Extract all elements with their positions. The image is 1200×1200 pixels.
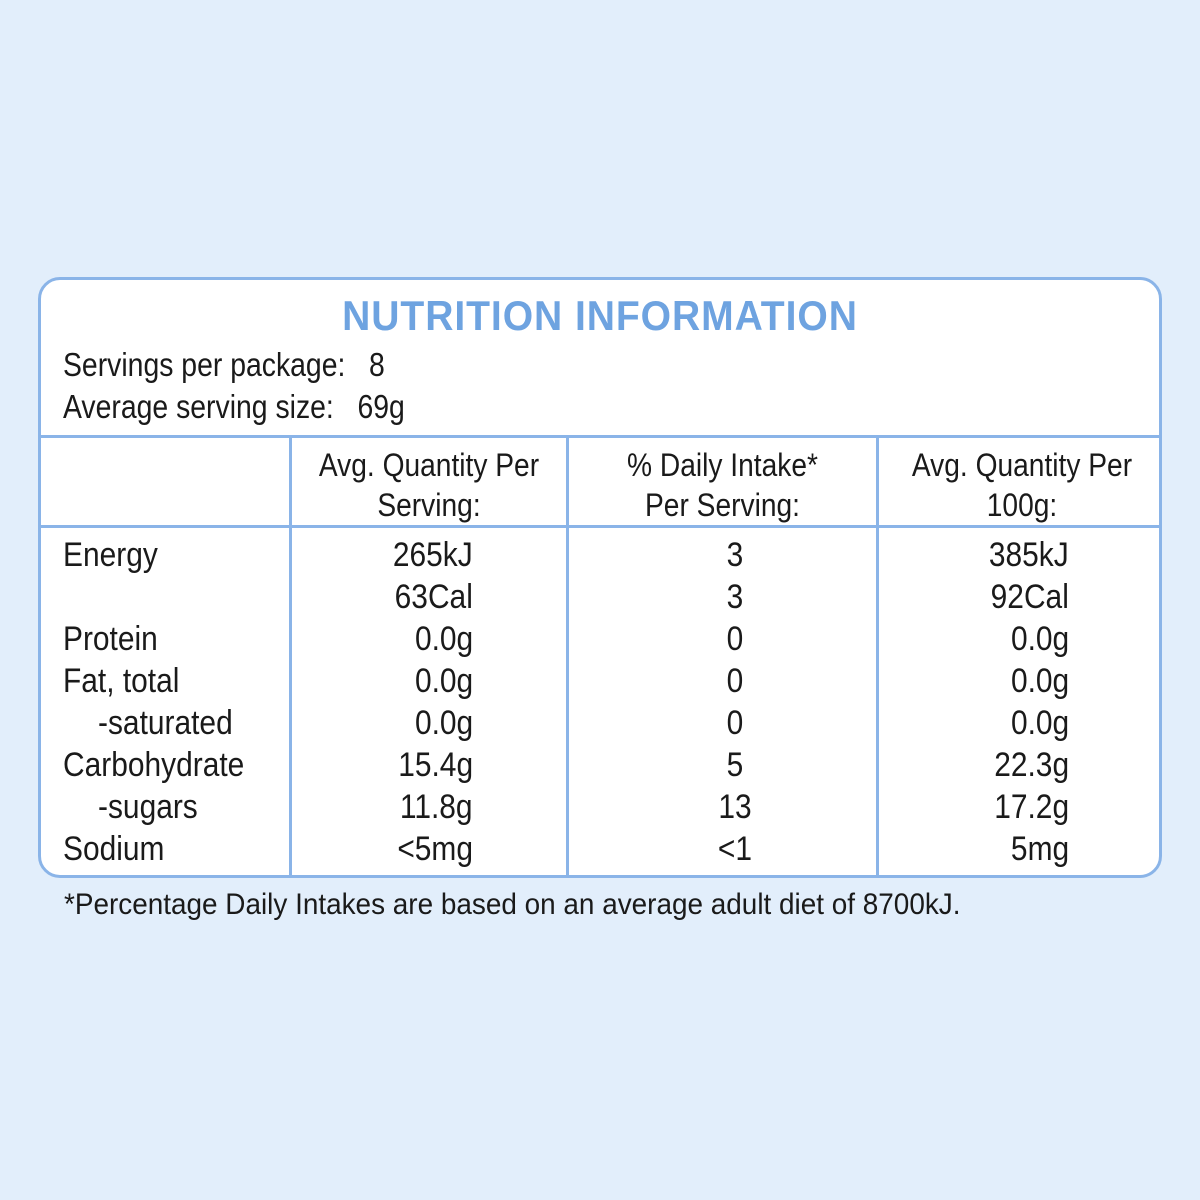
column-divider	[566, 435, 569, 875]
daily-intake-value: 3	[726, 578, 744, 616]
column-divider	[289, 435, 292, 875]
daily-intake-value: 0	[726, 704, 744, 742]
nutrient-label: Protein	[63, 620, 158, 658]
table-row: -sugars 11.8g 13 17.2g	[41, 786, 1159, 828]
header-daily-intake: % Daily Intake* Per Serving:	[587, 445, 857, 525]
daily-intake-value: 0	[726, 620, 744, 658]
per-100g-value: 0.0g	[1010, 662, 1069, 700]
nutrient-label: Carbohydrate	[63, 746, 245, 784]
table-row: Sodium <5mg <1 5mg	[41, 828, 1159, 870]
average-serving-size: Average serving size: 69g	[63, 388, 405, 426]
daily-intake-value: 0	[726, 662, 744, 700]
per-serving-value: 0.0g	[414, 620, 473, 658]
per-100g-value: 0.0g	[1010, 704, 1069, 742]
header-top-divider	[41, 435, 1159, 438]
servings-value: 8	[369, 346, 385, 383]
panel-title: NUTRITION INFORMATION	[342, 292, 858, 339]
header-per-serving: Avg. Quantity Per Serving:	[308, 445, 549, 525]
per-serving-value: 11.8g	[400, 788, 473, 826]
daily-intake-value: 13	[718, 788, 752, 826]
servings-per-package: Servings per package: 8	[63, 346, 385, 384]
table-row: -saturated 0.0g 0 0.0g	[41, 702, 1159, 744]
header-per-100g: Avg. Quantity Per 100g:	[896, 445, 1148, 525]
serving-size-value: 69g	[357, 388, 405, 425]
column-divider	[876, 435, 879, 875]
header-line: Serving:	[377, 487, 481, 523]
per-100g-value: 5mg	[1010, 830, 1069, 868]
header-line: Avg. Quantity Per	[318, 447, 540, 483]
nutrient-label: Sodium	[63, 830, 165, 868]
per-serving-value: 0.0g	[414, 704, 473, 742]
header-line: % Daily Intake*	[627, 447, 818, 483]
header-line: Per Serving:	[645, 487, 800, 523]
per-100g-value: 92Cal	[990, 578, 1069, 616]
per-100g-value: 385kJ	[989, 536, 1069, 574]
per-serving-value: 15.4g	[398, 746, 473, 784]
nutrient-label: Energy	[63, 536, 158, 574]
daily-intake-value: 3	[726, 536, 744, 574]
header-bottom-divider	[41, 525, 1159, 528]
header-line: Avg. Quantity Per	[911, 447, 1133, 483]
serving-size-label: Average serving size:	[63, 388, 334, 425]
header-line: 100g:	[986, 487, 1058, 523]
nutrition-panel: NUTRITION INFORMATION Servings per packa…	[38, 277, 1162, 878]
per-serving-value: 0.0g	[414, 662, 473, 700]
per-serving-value: 265kJ	[393, 536, 473, 574]
table-row: Carbohydrate 15.4g 5 22.3g	[41, 744, 1159, 786]
servings-label: Servings per package:	[63, 346, 346, 383]
daily-intake-footnote: *Percentage Daily Intakes are based on a…	[64, 888, 961, 921]
nutrient-label: -sugars	[98, 788, 198, 826]
table-row: Energy 265kJ 3 385kJ	[41, 534, 1159, 576]
table-row: Fat, total 0.0g 0 0.0g	[41, 660, 1159, 702]
table-row: Protein 0.0g 0 0.0g	[41, 618, 1159, 660]
per-100g-value: 22.3g	[994, 746, 1069, 784]
table-row: 63Cal 3 92Cal	[41, 576, 1159, 618]
nutrient-label: -saturated	[98, 704, 233, 742]
daily-intake-value: <1	[717, 830, 753, 868]
daily-intake-value: 5	[726, 746, 744, 784]
per-serving-value: 63Cal	[394, 578, 473, 616]
per-serving-value: <5mg	[397, 830, 473, 868]
per-100g-value: 17.2g	[994, 788, 1069, 826]
nutrient-label: Fat, total	[63, 662, 180, 700]
per-100g-value: 0.0g	[1010, 620, 1069, 658]
